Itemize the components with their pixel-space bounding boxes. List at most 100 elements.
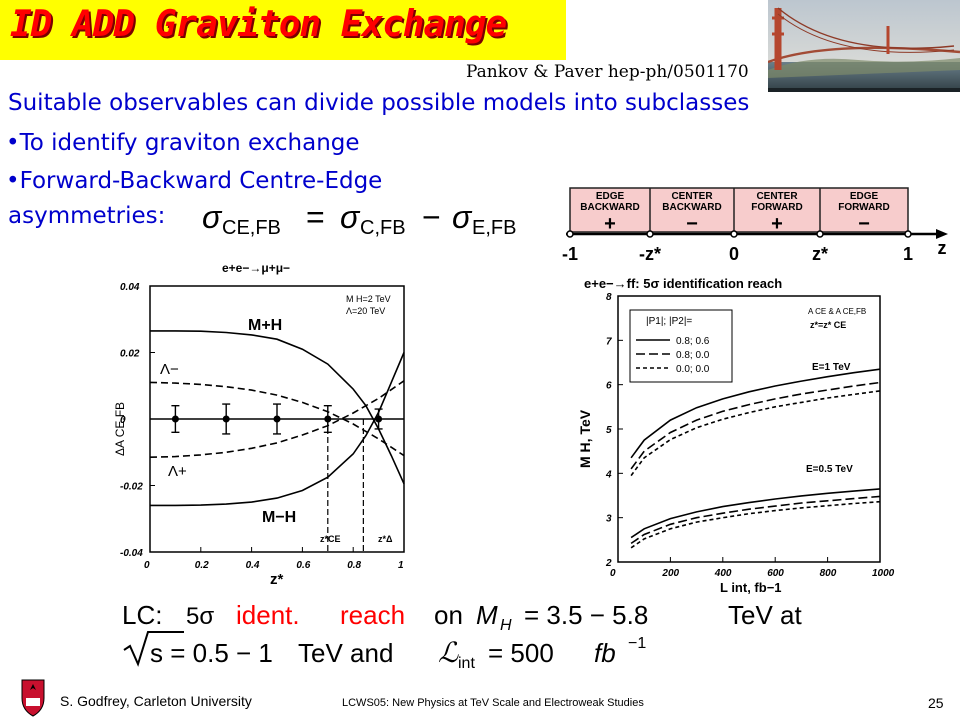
x-tick-label: 0 bbox=[610, 568, 616, 579]
x-tick-label: 600 bbox=[767, 568, 784, 579]
x-tick-label: 800 bbox=[820, 568, 837, 579]
x-axis-label: L int, fb−1 bbox=[720, 580, 782, 595]
tev-and: TeV and bbox=[298, 638, 393, 668]
y-tick-label: 0 bbox=[120, 415, 126, 426]
y-tick-label: 0.04 bbox=[120, 282, 140, 293]
footer: S. Godfrey, Carleton University LCWS05: … bbox=[21, 679, 944, 717]
plot-title: e+e−→ff: 5σ identification reach bbox=[584, 276, 782, 291]
y-tick-label: -0.02 bbox=[120, 482, 143, 493]
asymmetry-plot: e+e−→μ+μ− 0 0.2 0.4 0.6 0.8 1 0.04 0.02 0 -0.02 -0… bbox=[113, 261, 405, 588]
svg-text:=: = bbox=[306, 199, 325, 235]
ident-word: ident. bbox=[236, 600, 300, 630]
series-line-0 bbox=[630, 368, 881, 459]
z-tick: z* bbox=[812, 244, 828, 264]
on-word: on bbox=[434, 600, 463, 630]
z-tick: 1 bbox=[903, 244, 913, 264]
region-label: CENTER bbox=[671, 191, 713, 202]
x-tick-label: 0.4 bbox=[246, 560, 260, 571]
five-sigma: 5σ bbox=[186, 603, 214, 630]
reference-citation: Pankov & Paver hep-ph/0501170 bbox=[466, 62, 749, 82]
side-note: z*=z* CE bbox=[810, 320, 846, 330]
curve-label: z*Δ bbox=[378, 534, 393, 544]
curve-label: Λ− bbox=[160, 361, 179, 378]
fb-exponent: −1 bbox=[628, 635, 646, 652]
region-label: BACKWARD bbox=[580, 202, 639, 213]
region-label: FORWARD bbox=[838, 202, 889, 213]
x-tick-label: 400 bbox=[714, 568, 732, 579]
x-tick-label: 1000 bbox=[872, 568, 895, 579]
legend-entry: 0.8; 0.0 bbox=[676, 350, 710, 361]
mh-value: = 3.5 − 5.8 bbox=[524, 600, 648, 630]
x-tick-label: 200 bbox=[661, 568, 679, 579]
formula-lhs-sub: CE,FB bbox=[222, 217, 281, 239]
intro-text: Suitable observables can divide possible… bbox=[8, 90, 750, 116]
region-label: CENTER bbox=[756, 191, 798, 202]
y-axis-label: M H, TeV bbox=[577, 409, 593, 468]
x-tick-label: 0 bbox=[144, 560, 150, 571]
side-note: A CE & A CE,FB bbox=[808, 307, 866, 316]
z-tick: -z* bbox=[639, 244, 661, 264]
data-point bbox=[324, 415, 332, 423]
y-tick-label: 5 bbox=[606, 425, 612, 436]
tev-at: TeV at bbox=[728, 600, 802, 630]
region-label: EDGE bbox=[596, 191, 625, 202]
page-number: 25 bbox=[928, 695, 944, 711]
title-banner bbox=[0, 0, 566, 60]
legend-title: |P1|; |P2|= bbox=[646, 316, 692, 327]
series-line-2 bbox=[630, 390, 881, 477]
series-line-2 bbox=[149, 381, 405, 457]
footer-author: S. Godfrey, Carleton University bbox=[60, 693, 252, 709]
y-tick-label: -0.04 bbox=[120, 548, 143, 559]
series-line-3 bbox=[630, 488, 881, 539]
x-tick-label: 0.2 bbox=[195, 560, 209, 571]
region-sign: − bbox=[686, 213, 698, 235]
series-line-4 bbox=[630, 495, 881, 545]
z-tick: -1 bbox=[562, 244, 578, 264]
legend-line: Λ=20 TeV bbox=[346, 306, 385, 316]
svg-text:σ: σ bbox=[202, 199, 223, 235]
slide-title: ID ADD Graviton Exchange bbox=[10, 4, 507, 45]
y-tick-label: 0.02 bbox=[120, 349, 140, 360]
y-tick-label: 4 bbox=[605, 469, 612, 480]
energy-label: E=1 TeV bbox=[812, 362, 851, 373]
y-axis-label: ΔA CE,FB bbox=[113, 402, 127, 456]
x-tick-label: 0.8 bbox=[347, 560, 361, 571]
region-label: BACKWARD bbox=[662, 202, 721, 213]
svg-text:σ: σ bbox=[452, 199, 473, 235]
curve-label: M−H bbox=[262, 509, 296, 526]
region-sign: + bbox=[604, 213, 616, 235]
svg-text:M: M bbox=[476, 600, 498, 630]
x-tick-label: 1 bbox=[398, 560, 404, 571]
region-sign: + bbox=[771, 213, 783, 235]
data-point bbox=[222, 415, 230, 423]
legend-line: M H=2 TeV bbox=[346, 294, 391, 304]
region-label: EDGE bbox=[850, 191, 879, 202]
identification-reach-plot: e+e−→ff: 5σ identification reach 0 200 400… bbox=[577, 276, 895, 595]
reach-word: reach bbox=[340, 600, 405, 630]
formula-rhs-sub: E,FB bbox=[472, 217, 516, 239]
y-tick-label: 6 bbox=[606, 381, 612, 392]
asymmetries-label: asymmetries: bbox=[8, 203, 166, 229]
series-line-5 bbox=[630, 500, 881, 549]
footer-conference: LCWS05: New Physics at TeV Scale and Ele… bbox=[342, 697, 644, 709]
data-point bbox=[375, 415, 383, 423]
svg-text:σ: σ bbox=[340, 199, 361, 235]
x-tick-label: 0.6 bbox=[296, 560, 310, 571]
z-axis-label: z bbox=[938, 238, 947, 258]
curve-label: M+H bbox=[248, 317, 282, 334]
curve-label: z*CE bbox=[320, 534, 341, 544]
curve-label: Λ+ bbox=[168, 463, 187, 480]
lc-label: LC: bbox=[122, 600, 162, 630]
y-tick-label: 3 bbox=[606, 514, 612, 525]
svg-text:−: − bbox=[422, 199, 441, 235]
university-shield-icon bbox=[21, 679, 45, 717]
series-line-1 bbox=[630, 381, 881, 470]
golden-gate-bridge-image bbox=[768, 0, 960, 92]
lint-value: = 500 bbox=[488, 638, 554, 668]
svg-text:H: H bbox=[500, 617, 512, 634]
svg-text:ℒ: ℒ bbox=[438, 637, 459, 668]
svg-text:int: int bbox=[458, 655, 475, 672]
z-tick: 0 bbox=[729, 244, 739, 264]
y-tick-label: 2 bbox=[605, 558, 612, 569]
data-point bbox=[171, 415, 179, 423]
